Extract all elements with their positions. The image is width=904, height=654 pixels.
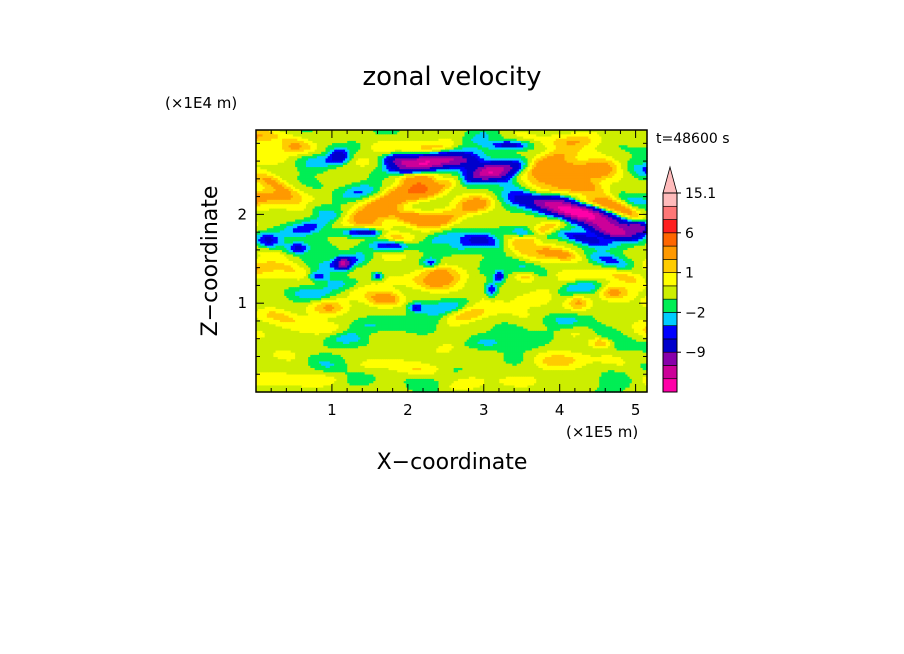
time-label: t=48600 s <box>656 131 730 147</box>
heatmap-field <box>256 130 648 393</box>
chart-title: zonal velocity <box>362 62 541 92</box>
y-unit-label: (×1E4 m) <box>165 94 237 112</box>
